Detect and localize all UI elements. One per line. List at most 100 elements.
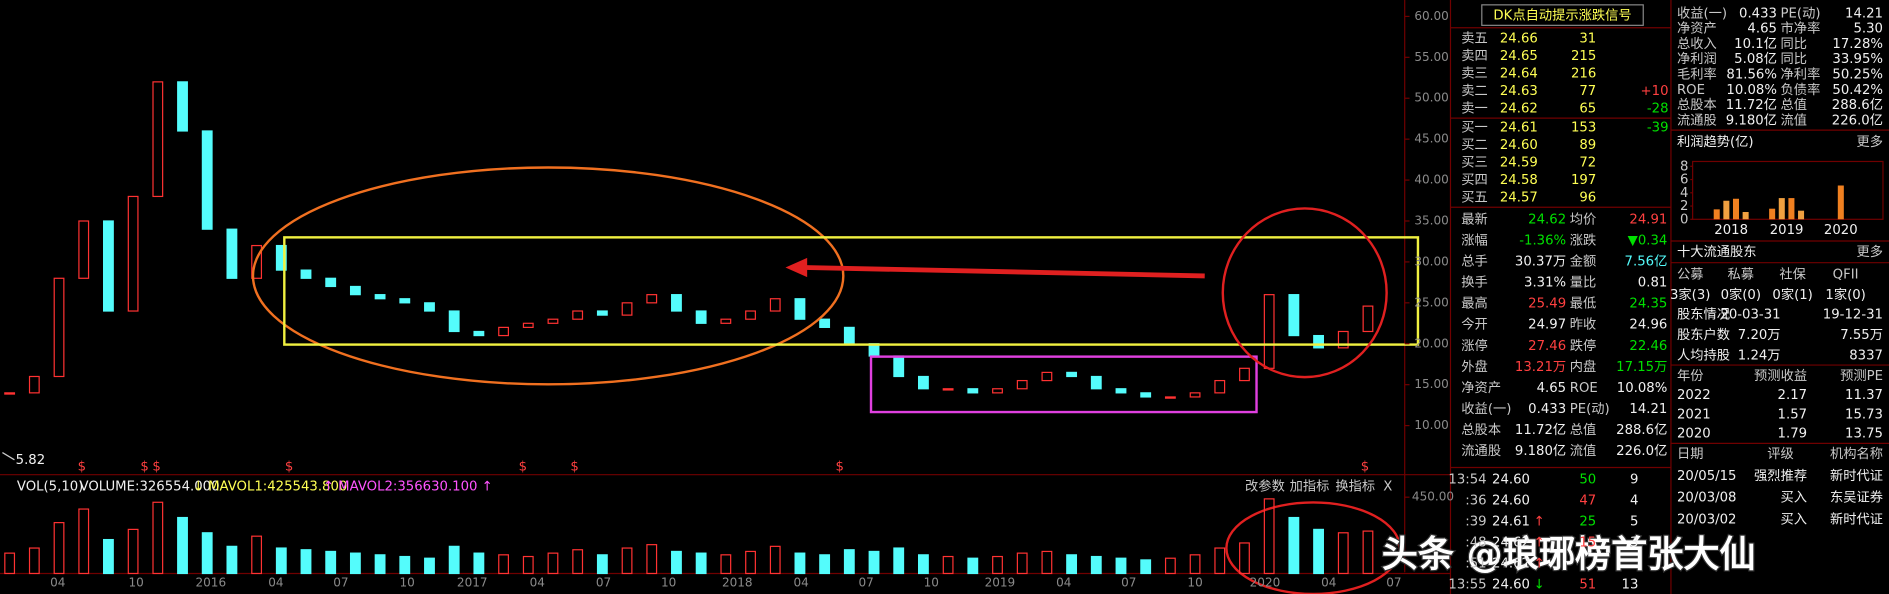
stat-value: 24.97 xyxy=(1528,318,1566,333)
candle xyxy=(177,81,188,132)
volume-bar xyxy=(769,545,781,575)
finance-value: 5.30 xyxy=(1853,22,1883,37)
x-tick-label: 2019 xyxy=(1770,223,1804,238)
volume-legend: ↓ MAVOL1:425543.800 xyxy=(193,480,348,495)
volume-bar xyxy=(374,554,386,575)
stat-label: 均价 xyxy=(1570,211,1597,227)
watermark: 头条 @琅琊榜首张大仙 xyxy=(1382,533,1756,576)
volume-bar xyxy=(720,554,732,575)
tick-direction: ↓ xyxy=(1534,577,1545,592)
signal-mark: $ xyxy=(835,459,843,474)
stat-label: ROE xyxy=(1570,381,1598,396)
table-cell: 股东户数 xyxy=(1677,326,1730,343)
table-cell: 7.20万 xyxy=(1738,328,1781,343)
finance-value: 0.433 xyxy=(1739,6,1777,21)
volume-bar xyxy=(992,555,1003,575)
book-label: 卖三 xyxy=(1461,66,1488,82)
candle xyxy=(794,298,806,320)
holder-type: 社保 xyxy=(1779,267,1806,283)
volume-bar xyxy=(1239,542,1250,575)
volume-bar xyxy=(275,547,287,575)
stat-label: 换手 xyxy=(1461,275,1488,291)
candle xyxy=(720,318,732,324)
profit-bar xyxy=(1778,198,1785,220)
signal-mark: $ xyxy=(152,459,160,474)
stat-label: 内盘 xyxy=(1570,358,1597,375)
candle xyxy=(226,228,238,279)
candle xyxy=(621,302,633,316)
table-cell: 19-12-31 xyxy=(1823,307,1883,322)
table-cell: 13.75 xyxy=(1845,427,1883,442)
tick-time: 13:54 xyxy=(1448,473,1486,488)
table-cell: 买入 xyxy=(1781,490,1808,506)
toolbar-button[interactable]: 改参数 xyxy=(1245,478,1285,495)
book-label: 卖二 xyxy=(1461,83,1488,99)
toolbar-button[interactable]: 加指标 xyxy=(1290,479,1330,495)
table-cell: 7.55万 xyxy=(1840,328,1883,343)
table-cell: 1.79 xyxy=(1778,427,1808,442)
x-tick-label: 2016 xyxy=(196,576,227,590)
signal-mark: $ xyxy=(78,459,86,474)
stat-value: 0.81 xyxy=(1638,276,1668,291)
candle xyxy=(152,81,164,198)
finance-value: 14.21 xyxy=(1845,6,1883,21)
y-tick-label: 8 xyxy=(1680,159,1688,174)
table-header: 预测PE xyxy=(1840,368,1883,384)
volume-bar xyxy=(646,544,658,575)
panel-lines xyxy=(1450,27,1889,469)
volume-bar xyxy=(671,550,682,575)
candle xyxy=(1362,305,1374,333)
table-cell: 2021 xyxy=(1677,407,1711,422)
signal-mark: $ xyxy=(1361,459,1369,474)
candle xyxy=(1313,334,1324,349)
x-tick-label: 10 xyxy=(400,576,415,590)
volume-bar xyxy=(226,545,238,575)
stat-label: 金额 xyxy=(1570,253,1597,269)
candle xyxy=(1214,379,1226,394)
book-label: 买一 xyxy=(1461,120,1488,136)
toolbar-button[interactable]: 换指标 xyxy=(1335,479,1375,495)
x-tick-label: 04 xyxy=(1321,576,1336,590)
table-cell: 人均持股 xyxy=(1677,347,1730,363)
arrow-shaft xyxy=(804,265,1205,279)
finance-value: 226.0亿 xyxy=(1832,112,1883,128)
table-cell: 2020 xyxy=(1677,427,1711,442)
candle xyxy=(671,294,682,312)
candle xyxy=(646,294,658,304)
table-header: 日期 xyxy=(1677,446,1704,462)
tick-price: 24.62 xyxy=(1492,535,1530,550)
tick-time: 13:55 xyxy=(1448,577,1486,592)
x-tick-label: 07 xyxy=(333,576,348,590)
book-label: 卖一 xyxy=(1461,100,1488,116)
stat-value: ▼0.34 xyxy=(1628,233,1668,248)
stat-label: 昨收 xyxy=(1570,317,1597,333)
x-tick-label: 10 xyxy=(924,576,939,590)
book-volume: 96 xyxy=(1579,191,1596,206)
y-tick-label: 45.00 xyxy=(1414,132,1448,146)
more-link[interactable]: 更多 xyxy=(1856,133,1883,150)
volume-bar xyxy=(53,522,65,575)
volume-bar xyxy=(1066,554,1078,575)
candle xyxy=(424,302,435,312)
toolbar-button[interactable]: X xyxy=(1383,480,1392,495)
finance-value: 5.08亿 xyxy=(1734,51,1777,67)
holder-count: 0家(0) xyxy=(1721,286,1761,303)
table-cell: 20-03-31 xyxy=(1720,307,1780,322)
x-tick-label: 2020 xyxy=(1824,223,1858,238)
tick-count: 3 xyxy=(1630,535,1638,550)
holder-type: 私募 xyxy=(1728,267,1755,283)
profit-bar xyxy=(1723,200,1730,220)
candle xyxy=(769,298,781,312)
volume-bar xyxy=(1016,552,1028,575)
volume-bar xyxy=(1313,528,1324,575)
volume-legend: VOLUME:326554.000 xyxy=(80,480,220,495)
more-link[interactable]: 更多 xyxy=(1856,243,1883,260)
volume-bar xyxy=(127,528,139,575)
tick-volume: 50 xyxy=(1579,473,1596,488)
y-tick-label: 4 xyxy=(1680,186,1688,201)
candle xyxy=(374,294,386,300)
book-volume: 89 xyxy=(1579,138,1596,153)
tick-time: :51 xyxy=(1465,556,1486,571)
volume-bar xyxy=(572,549,584,575)
stat-value: 11.72亿 xyxy=(1515,422,1566,438)
